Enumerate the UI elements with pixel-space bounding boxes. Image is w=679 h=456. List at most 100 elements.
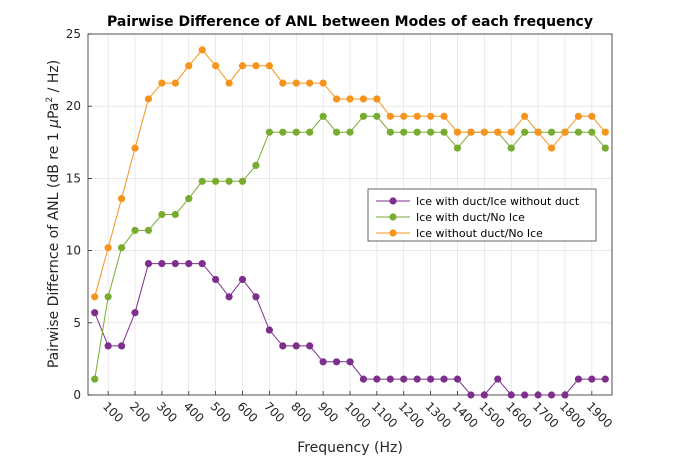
data-point [104,244,112,252]
legend-swatch-marker [389,197,397,205]
data-point [440,128,448,136]
data-point [279,342,287,350]
data-point [453,128,462,136]
data-point [400,375,408,383]
data-point [171,79,179,87]
data-point [359,112,368,120]
data-point [104,293,112,301]
data-point [346,358,354,366]
y-axis-label-suffix: / Hz) [46,60,62,97]
data-point [346,128,354,136]
y-axis-label-exponent: 2 [45,97,55,103]
data-point [521,391,529,399]
data-point [117,244,126,252]
legend-label: Ice with duct/No Ice [416,211,525,224]
data-point [265,62,273,70]
data-point [588,112,596,120]
data-point [427,375,435,383]
data-point [359,95,368,103]
data-point [386,112,394,120]
data-point [225,293,233,301]
y-tick-label: 25 [66,27,81,41]
data-point [373,375,381,383]
data-point [185,195,193,203]
data-point [238,62,247,70]
data-point [198,177,206,185]
data-point [494,128,502,136]
legend-label: Ice with duct/Ice without duct [416,195,580,208]
data-point [117,195,126,203]
data-point [373,112,381,120]
data-point [413,375,421,383]
data-point [400,112,408,120]
data-point [279,128,287,136]
legend-box [367,188,597,242]
data-point [212,275,220,284]
data-point [359,375,368,383]
data-point [480,391,488,399]
data-point [252,62,260,70]
data-point [547,391,556,399]
data-point [386,375,394,383]
data-point [104,342,112,350]
data-point [91,375,99,383]
y-axis-label: Pairwise Differnce of ANL (dB re 1 μPa2 … [45,60,62,368]
data-point [507,391,515,399]
data-point [521,112,529,120]
data-point [158,210,166,219]
data-point [494,375,502,383]
data-point [601,375,609,383]
y-axis-label-mu: μ [46,119,62,129]
data-point [601,128,609,136]
data-point [547,144,556,152]
data-point [480,128,488,136]
legend: Ice with duct/Ice without duct Ice with d… [367,188,597,242]
data-point [212,177,220,185]
data-point [265,128,273,136]
data-point [158,259,166,268]
y-tick-label: 15 [66,171,81,185]
data-point [521,128,529,136]
data-point [292,79,300,87]
data-point [185,62,193,70]
data-point [574,375,583,383]
data-point [292,342,300,350]
series [91,46,609,399]
data-point [534,128,542,136]
data-point [265,326,273,334]
data-point [292,128,300,136]
data-point [332,358,341,366]
data-point [574,112,583,120]
data-point [427,112,435,120]
data-point [427,128,435,136]
legend-swatch-marker [389,213,397,221]
data-point [185,259,193,268]
data-point [212,62,220,70]
data-point [198,259,206,268]
data-point [306,79,314,87]
data-point [534,391,542,399]
data-point [507,144,515,152]
x-axis-label: Frequency (Hz) [297,440,403,456]
data-point [440,112,448,120]
data-point [453,144,462,152]
data-point [332,95,341,103]
data-point [400,128,408,136]
data-point [225,177,233,185]
data-point [198,46,206,54]
data-point [171,210,179,219]
data-point [144,259,153,268]
data-point [238,275,247,284]
data-point [588,375,596,383]
data-point [574,128,583,136]
data-point [252,293,260,301]
legend-swatch-marker [389,229,397,237]
legend-entries: Ice with duct/Ice without duct Ice with d… [376,195,580,240]
data-point [507,128,515,136]
data-point [279,79,287,87]
data-point [413,112,421,120]
data-point [561,391,569,399]
data-point [319,358,327,366]
data-point [131,309,139,317]
